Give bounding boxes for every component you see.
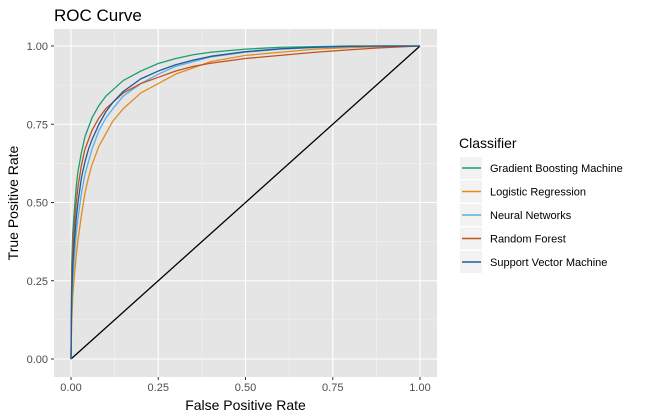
x-tick-label: 0.50 — [235, 382, 256, 394]
x-tick-label: 0.00 — [60, 382, 81, 394]
legend-item: Gradient Boosting Machine — [460, 157, 623, 179]
reference-diagonal-line — [70, 45, 421, 360]
x-tick-label: 0.75 — [322, 382, 343, 394]
legend: Classifier Gradient Boosting Machine Logi… — [459, 135, 623, 273]
legend-items: Gradient Boosting Machine Logistic Regres… — [460, 157, 623, 273]
series-line-gradient-boosting-machine — [70, 45, 420, 360]
y-tick-label: 0.25 — [27, 276, 48, 288]
legend-label: Logistic Regression — [490, 187, 586, 199]
y-tick-label: 0.75 — [27, 119, 48, 131]
x-tick-label: 0.25 — [148, 382, 169, 394]
series-line-logistic-regression — [70, 45, 421, 360]
legend-item: Logistic Regression — [460, 180, 586, 203]
chart-title: ROC Curve — [54, 6, 142, 25]
y-axis: 0.00 0.25 0.50 0.75 1.00 — [27, 41, 54, 366]
legend-item: Support Vector Machine — [460, 251, 607, 273]
y-tick-label: 1.00 — [27, 41, 48, 53]
series-line-support-vector-machine — [70, 45, 420, 360]
x-tick-label: 1.00 — [409, 382, 430, 394]
legend-label: Support Vector Machine — [490, 257, 607, 269]
legend-item: Random Forest — [460, 227, 566, 250]
legend-label: Gradient Boosting Machine — [490, 163, 623, 175]
legend-label: Neural Networks — [490, 210, 572, 222]
y-axis-title: True Positive Rate — [5, 145, 21, 260]
x-axis: 0.00 0.25 0.50 0.75 1.00 — [60, 377, 431, 394]
y-tick-label: 0.00 — [27, 354, 48, 366]
legend-title: Classifier — [459, 135, 517, 151]
x-axis-title: False Positive Rate — [185, 397, 306, 413]
series-layer — [70, 45, 421, 360]
y-tick-label: 0.50 — [27, 198, 48, 210]
legend-label: Random Forest — [490, 234, 566, 246]
legend-item: Neural Networks — [460, 204, 572, 226]
